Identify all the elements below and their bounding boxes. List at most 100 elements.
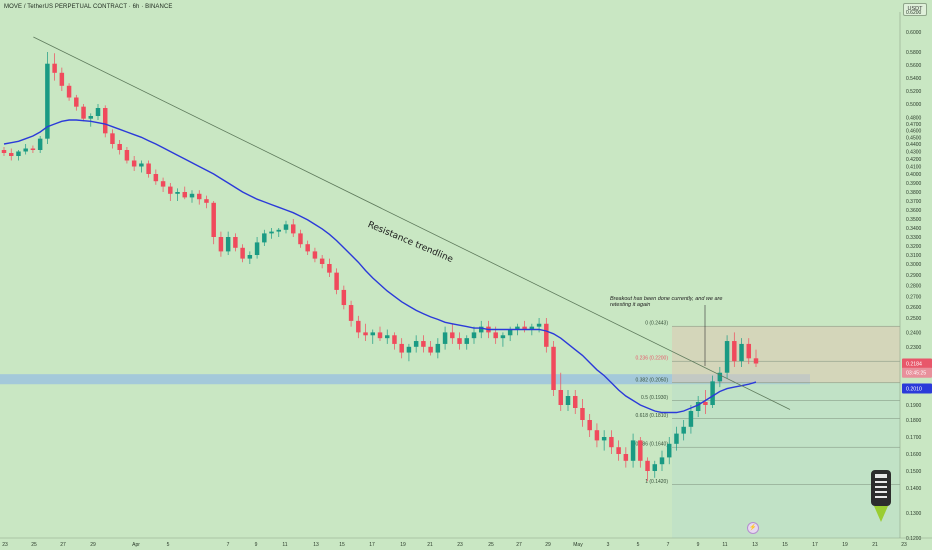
candle-body: [659, 457, 665, 465]
y-tick-label: 0.4000: [906, 172, 922, 178]
candle-body: [124, 150, 130, 161]
currency-unit-button[interactable]: USDT: [903, 3, 927, 16]
y-tick-label: 0.4800: [906, 115, 922, 121]
candle-body: [305, 244, 310, 252]
candle-body: [240, 247, 245, 259]
x-tick-label: Apr: [132, 542, 140, 548]
candle-body: [334, 272, 339, 290]
x-tick-label: 21: [427, 542, 433, 548]
x-tick-label: 3: [607, 542, 610, 548]
candle-body: [630, 440, 636, 461]
candle-body: [558, 390, 564, 405]
candle-body: [536, 323, 542, 327]
candle-body: [645, 460, 650, 471]
candle-body: [254, 242, 260, 255]
y-tick-label: 0.3300: [906, 235, 922, 241]
replay-icon[interactable]: ⚡: [747, 522, 759, 534]
candle-body: [515, 326, 520, 330]
fib-label: 0.786 (0.1640): [635, 442, 668, 448]
candle-body: [471, 332, 477, 339]
y-tick-label: 0.5600: [906, 63, 922, 69]
candle-body: [594, 430, 600, 441]
y-tick-label: 0.1800: [906, 418, 922, 424]
candle-body: [739, 343, 744, 362]
candle-body: [283, 224, 289, 230]
y-tick-label: 0.4600: [906, 129, 922, 135]
y-tick-label: 0.5800: [906, 50, 922, 56]
candle-body: [139, 163, 144, 167]
zones-layer: [0, 326, 900, 538]
price-tag-label: 0.2010: [906, 387, 922, 393]
candle-body: [544, 323, 549, 347]
candle-body: [8, 153, 14, 156]
x-tick-label: May: [573, 542, 583, 548]
x-tick-label: 13: [313, 542, 319, 548]
x-tick-label: 23: [901, 542, 907, 548]
candle-body: [587, 420, 592, 431]
candle-body: [102, 108, 108, 134]
candle-body: [45, 63, 50, 139]
candle-body: [327, 264, 332, 273]
candle-body: [703, 402, 708, 405]
candle-body: [406, 346, 412, 353]
fib-label: 0 (0.2443): [645, 321, 668, 327]
x-tick-label: 17: [369, 542, 375, 548]
candle-body: [377, 332, 383, 339]
candle-body: [341, 289, 347, 306]
candle-body: [23, 148, 28, 152]
y-tick-label: 0.4700: [906, 122, 922, 128]
candle-body: [319, 258, 325, 264]
y-tick-label: 0.4100: [906, 165, 922, 171]
breakout-note: Breakout has been done currently, and we…: [610, 296, 723, 308]
candle-body: [522, 326, 527, 330]
y-tick-label: 0.1600: [906, 452, 922, 458]
candle-body: [500, 335, 506, 339]
y-tick-label: 0.2400: [906, 330, 922, 336]
y-tick-label: 0.5200: [906, 89, 922, 95]
candle-body: [652, 464, 658, 471]
x-tick-label: 29: [90, 542, 96, 548]
candle-body: [724, 341, 730, 373]
candle-body: [616, 447, 621, 454]
price-tags: 0.2184 03:45:25 0.2010: [704, 305, 932, 394]
fib-label: 0.5 (0.1930): [641, 395, 668, 401]
candle-body: [88, 116, 94, 119]
y-tick-label: 0.2500: [906, 316, 922, 322]
candle-body: [16, 151, 21, 156]
candle-body: [507, 329, 513, 336]
x-tick-label: 21: [872, 542, 878, 548]
candle-body: [189, 193, 195, 198]
y-tick-label: 0.1400: [906, 486, 922, 492]
y-tick-label: 0.1900: [906, 403, 922, 409]
candle-body: [493, 332, 498, 339]
x-tick-label: 5: [167, 542, 170, 548]
candle-body: [695, 402, 701, 411]
candle-body: [276, 229, 282, 232]
candle-body: [428, 346, 433, 353]
candle-body: [623, 454, 629, 461]
fib-label: 0.618 (0.1810): [635, 413, 668, 419]
y-tick-label: 0.1500: [906, 469, 922, 475]
y-tick-label: 0.3600: [906, 208, 922, 214]
price-tag-box: [902, 367, 932, 378]
candle-body: [609, 437, 614, 448]
y-tick-label: 0.4500: [906, 135, 922, 141]
x-tick-label: 7: [667, 542, 670, 548]
x-tick-label: 11: [722, 542, 727, 548]
candle-body: [356, 320, 361, 333]
candle-body: [732, 341, 737, 362]
y-tick-label: 0.3200: [906, 244, 922, 250]
y-tick-label: 0.5400: [906, 76, 922, 82]
price-tag-label: 0.2184: [906, 362, 922, 368]
candle-body: [196, 193, 202, 200]
x-tick-label: 7: [227, 542, 230, 548]
candle-body: [262, 233, 267, 243]
candle-body: [442, 332, 448, 344]
y-tick-label: 0.4200: [906, 157, 922, 163]
x-tick-label: 25: [31, 542, 37, 548]
candle-body: [225, 237, 231, 252]
candle-body: [52, 63, 57, 73]
candle-body: [59, 72, 65, 86]
